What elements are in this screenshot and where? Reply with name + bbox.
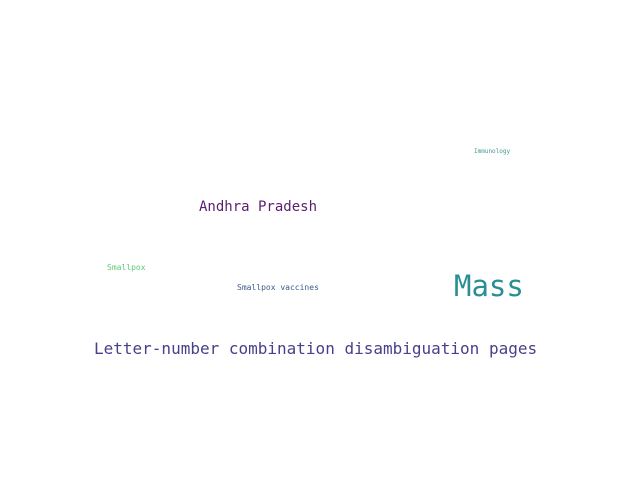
word-andhra-pradesh: Andhra Pradesh [199, 199, 318, 215]
word-letter-number-combination: Letter-number combination disambiguation… [94, 339, 538, 358]
word-smallpox: Smallpox [107, 263, 146, 272]
word-mass: Mass [454, 269, 524, 303]
word-immunology: Immunology [474, 148, 511, 155]
word-smallpox-vaccines: Smallpox vaccines [237, 283, 319, 292]
